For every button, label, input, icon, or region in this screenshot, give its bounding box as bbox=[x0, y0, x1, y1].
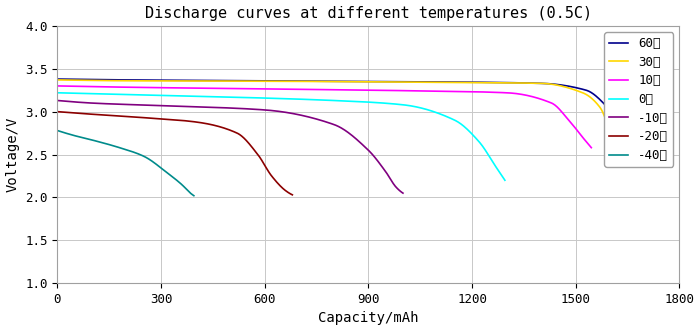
10℃ bbox=[371, 88, 379, 92]
-40℃ bbox=[134, 152, 143, 156]
60℃ bbox=[518, 81, 526, 85]
60℃ bbox=[360, 79, 368, 83]
Line: 10℃: 10℃ bbox=[57, 86, 592, 148]
30℃ bbox=[509, 81, 517, 85]
30℃ bbox=[384, 80, 393, 84]
Line: 60℃: 60℃ bbox=[57, 79, 624, 133]
0℃ bbox=[319, 98, 328, 102]
0℃ bbox=[490, 162, 498, 166]
-10℃ bbox=[219, 106, 228, 110]
-10℃ bbox=[217, 106, 225, 110]
0℃ bbox=[268, 96, 277, 100]
60℃ bbox=[606, 112, 615, 116]
-20℃ bbox=[166, 118, 174, 121]
60℃ bbox=[620, 131, 629, 135]
0℃ bbox=[295, 97, 304, 101]
-10℃ bbox=[259, 108, 267, 112]
-20℃ bbox=[53, 110, 62, 114]
60℃ bbox=[322, 79, 330, 83]
10℃ bbox=[491, 90, 499, 94]
30℃ bbox=[354, 80, 363, 84]
-20℃ bbox=[193, 120, 202, 124]
-10℃ bbox=[399, 191, 407, 195]
Legend: 60℃, 30℃, 10℃, 0℃, -10℃, -20℃, -40℃: 60℃, 30℃, 10℃, 0℃, -10℃, -20℃, -40℃ bbox=[604, 32, 673, 167]
0℃ bbox=[53, 91, 62, 95]
10℃ bbox=[307, 87, 315, 91]
-20℃ bbox=[181, 119, 189, 123]
-40℃ bbox=[53, 128, 62, 132]
-10℃ bbox=[391, 183, 399, 187]
Y-axis label: Voltage/V: Voltage/V bbox=[6, 117, 20, 192]
-40℃ bbox=[118, 147, 127, 151]
10℃ bbox=[342, 88, 351, 92]
-40℃ bbox=[186, 191, 195, 195]
Line: 0℃: 0℃ bbox=[57, 93, 505, 180]
60℃ bbox=[391, 79, 399, 83]
10℃ bbox=[587, 146, 596, 150]
-10℃ bbox=[337, 126, 345, 130]
-10℃ bbox=[240, 107, 248, 111]
-40℃ bbox=[119, 147, 127, 151]
-40℃ bbox=[165, 172, 174, 176]
Title: Discharge curves at different temperatures (0.5C): Discharge curves at different temperatur… bbox=[145, 6, 592, 21]
-20℃ bbox=[246, 143, 254, 147]
0℃ bbox=[500, 178, 509, 182]
30℃ bbox=[596, 106, 605, 110]
10℃ bbox=[574, 130, 582, 134]
30℃ bbox=[321, 79, 329, 83]
Line: -40℃: -40℃ bbox=[57, 130, 194, 196]
Line: -20℃: -20℃ bbox=[57, 112, 293, 195]
60℃ bbox=[53, 77, 62, 81]
30℃ bbox=[317, 79, 326, 83]
Line: 30℃: 30℃ bbox=[57, 80, 614, 146]
-40℃ bbox=[127, 149, 135, 153]
0℃ bbox=[420, 107, 428, 111]
-20℃ bbox=[283, 189, 291, 193]
-20℃ bbox=[164, 118, 173, 121]
-20℃ bbox=[288, 193, 297, 197]
-10℃ bbox=[53, 99, 62, 103]
-40℃ bbox=[190, 194, 198, 198]
10℃ bbox=[53, 84, 62, 88]
60℃ bbox=[326, 79, 334, 83]
30℃ bbox=[53, 78, 62, 82]
30℃ bbox=[610, 144, 618, 148]
Line: -10℃: -10℃ bbox=[57, 101, 403, 193]
X-axis label: Capacity/mAh: Capacity/mAh bbox=[318, 311, 419, 325]
10℃ bbox=[310, 87, 319, 91]
0℃ bbox=[266, 96, 274, 100]
